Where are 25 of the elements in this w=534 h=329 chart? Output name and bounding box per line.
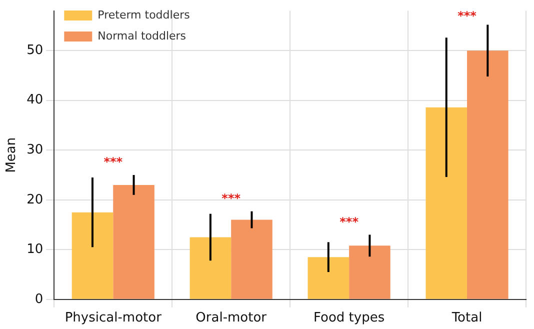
- bar: [349, 246, 390, 299]
- x-tick-label: Oral-motor: [196, 310, 268, 326]
- annotation: ***: [104, 155, 124, 170]
- bar: [426, 107, 468, 299]
- x-tick-label: Total: [450, 310, 482, 326]
- bar: [467, 50, 508, 299]
- annotation: ***: [458, 8, 478, 23]
- bar: [72, 212, 114, 299]
- y-tick-label: 30: [26, 142, 44, 158]
- y-tick-label: 40: [26, 92, 44, 108]
- bar: [231, 220, 272, 299]
- annotation: ***: [222, 191, 242, 206]
- y-tick-label: 20: [26, 192, 44, 208]
- legend-label: Preterm toddlers: [98, 8, 190, 22]
- annotation: ***: [340, 214, 360, 229]
- bar: [190, 237, 232, 299]
- x-tick-label: Physical-motor: [64, 310, 162, 326]
- x-tick-label: Food types: [313, 310, 385, 326]
- bar: [308, 257, 350, 299]
- bar: [113, 184, 154, 299]
- y-tick-label: 10: [26, 242, 44, 258]
- y-axis-title: Mean: [4, 137, 20, 173]
- legend-label: Normal toddlers: [98, 29, 186, 42]
- y-tick-label: 0: [34, 292, 44, 307]
- y-tick-label: 50: [26, 42, 44, 58]
